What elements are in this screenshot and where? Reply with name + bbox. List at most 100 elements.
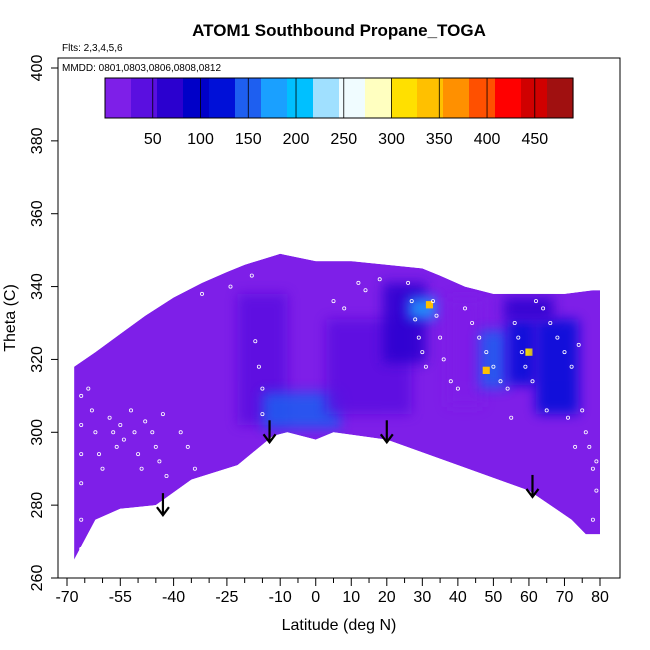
feature-10 bbox=[525, 348, 533, 356]
x-tick-label-2: -40 bbox=[162, 589, 185, 606]
sample-point-81 bbox=[544, 408, 549, 413]
sample-point-2 bbox=[79, 452, 84, 457]
sample-point-29 bbox=[199, 291, 204, 296]
colorbar-segment-14 bbox=[469, 78, 496, 118]
sample-point-18 bbox=[136, 452, 141, 457]
sample-point-77 bbox=[590, 517, 595, 522]
sample-point-12 bbox=[111, 430, 116, 435]
sample-point-78 bbox=[594, 459, 599, 464]
sample-point-4 bbox=[79, 517, 84, 522]
feature-11 bbox=[536, 319, 579, 415]
sample-point-37 bbox=[342, 306, 347, 311]
colorbar-tick-label-6: 350 bbox=[426, 131, 453, 148]
sample-point-58 bbox=[498, 379, 503, 384]
colorbar-tick-label-1: 100 bbox=[187, 131, 214, 148]
sample-point-50 bbox=[441, 357, 446, 362]
sample-point-26 bbox=[178, 430, 183, 435]
x-tick-label-3: -25 bbox=[215, 589, 238, 606]
colorbar-segment-16 bbox=[521, 78, 548, 118]
sample-point-75 bbox=[590, 466, 595, 471]
sample-point-54 bbox=[470, 320, 475, 325]
sample-point-74 bbox=[587, 444, 592, 449]
colorbar-segment-13 bbox=[443, 78, 470, 118]
sample-point-66 bbox=[541, 306, 546, 311]
sample-point-8 bbox=[93, 430, 98, 435]
x-tick-label-10: 50 bbox=[485, 589, 503, 606]
sample-point-3 bbox=[79, 481, 84, 486]
colorbar-segment-10 bbox=[365, 78, 392, 118]
sample-points bbox=[79, 273, 599, 551]
feature-12 bbox=[504, 297, 554, 320]
x-tick-label-1: -55 bbox=[109, 589, 132, 606]
sample-point-64 bbox=[530, 379, 535, 384]
y-tick-label-2: 300 bbox=[29, 419, 46, 446]
colorbar bbox=[104, 77, 574, 119]
concentration-features bbox=[237, 282, 579, 429]
sample-point-28 bbox=[192, 466, 197, 471]
colorbar-tick-label-5: 300 bbox=[378, 131, 405, 148]
y-tick-label-1: 280 bbox=[29, 492, 46, 519]
sample-point-5 bbox=[79, 546, 84, 551]
sample-point-49 bbox=[438, 335, 443, 340]
colorbar-segment-0 bbox=[105, 78, 132, 118]
sample-point-32 bbox=[253, 339, 258, 344]
colorbar-tick-label-0: 50 bbox=[144, 131, 162, 148]
sample-point-68 bbox=[555, 335, 560, 340]
colorbar-segment-17 bbox=[547, 78, 574, 118]
sample-point-63 bbox=[523, 364, 528, 369]
arrow-markers bbox=[156, 420, 540, 517]
sample-point-16 bbox=[128, 408, 133, 413]
feature-4 bbox=[408, 297, 437, 320]
sample-point-70 bbox=[569, 364, 574, 369]
sample-point-56 bbox=[484, 350, 489, 355]
feature-3 bbox=[383, 282, 426, 363]
colorbar-segment-9 bbox=[339, 78, 366, 118]
arrow-head-2 bbox=[379, 433, 394, 445]
x-tick-label-5: 0 bbox=[311, 589, 320, 606]
y-axis: 260 280 300 320 340 360 380 400 bbox=[29, 55, 58, 592]
feature-8 bbox=[482, 366, 490, 374]
flights-annotation: Flts: 2,3,4,5,6 bbox=[62, 43, 123, 54]
colorbar-segment-8 bbox=[313, 78, 340, 118]
sample-point-11 bbox=[107, 415, 112, 420]
x-axis-label: Latitude (deg N) bbox=[282, 617, 397, 634]
y-axis-label: Theta (C) bbox=[2, 284, 19, 352]
sample-point-14 bbox=[118, 422, 123, 427]
sample-point-46 bbox=[423, 364, 428, 369]
sample-point-57 bbox=[491, 364, 496, 369]
feature-6 bbox=[447, 297, 483, 407]
sample-point-35 bbox=[260, 412, 265, 417]
sample-point-23 bbox=[157, 459, 162, 464]
sample-point-55 bbox=[477, 335, 482, 340]
x-tick-label-0: -70 bbox=[55, 589, 78, 606]
x-axis: -70 -55 -40 -25 -10 0 10 20 30 40 50 60 70 80 bbox=[55, 578, 609, 606]
sample-point-79 bbox=[573, 444, 578, 449]
sample-point-59 bbox=[505, 386, 510, 391]
sample-point-30 bbox=[228, 284, 233, 289]
sample-point-69 bbox=[562, 350, 567, 355]
sample-point-43 bbox=[413, 317, 418, 322]
sample-point-27 bbox=[185, 444, 190, 449]
sample-point-80 bbox=[566, 415, 571, 420]
sample-point-72 bbox=[580, 408, 585, 413]
sample-point-38 bbox=[356, 280, 361, 285]
colorbar-tick-label-2: 150 bbox=[235, 131, 262, 148]
sample-point-1 bbox=[79, 422, 84, 427]
sample-point-60 bbox=[512, 320, 517, 325]
x-tick-label-12: 70 bbox=[556, 589, 574, 606]
sample-point-10 bbox=[100, 466, 105, 471]
feature-5 bbox=[425, 301, 433, 309]
sample-point-67 bbox=[548, 320, 553, 325]
sample-point-22 bbox=[153, 444, 158, 449]
colorbar-border bbox=[104, 77, 574, 119]
y-tick-label-0: 260 bbox=[29, 565, 46, 592]
sample-point-7 bbox=[89, 408, 94, 413]
sample-point-33 bbox=[256, 364, 261, 369]
sample-point-19 bbox=[139, 466, 144, 471]
sample-point-36 bbox=[331, 299, 336, 304]
colorbar-segment-1 bbox=[131, 78, 158, 118]
colorbar-segment-15 bbox=[495, 78, 522, 118]
sample-point-0 bbox=[79, 393, 84, 398]
sample-point-62 bbox=[519, 350, 524, 355]
sample-point-61 bbox=[516, 335, 521, 340]
